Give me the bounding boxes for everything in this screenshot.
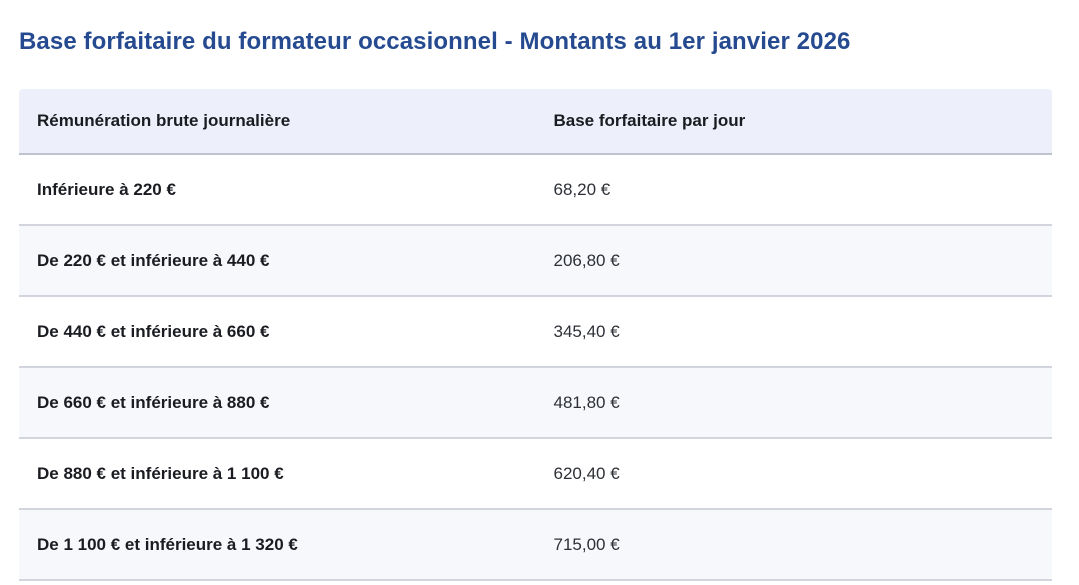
bracket-cell: De 220 € et inférieure à 440 € bbox=[19, 225, 536, 297]
table-row: De 220 € et inférieure à 440 €206,80 € bbox=[19, 225, 1052, 297]
base-amount-cell: 481,80 € bbox=[535, 367, 1052, 439]
table-header: Rémunération brute journalière Base forf… bbox=[19, 89, 1052, 155]
bracket-cell: De 1 100 € et inférieure à 1 320 € bbox=[19, 509, 536, 581]
table-row: De 1 100 € et inférieure à 1 320 €715,00… bbox=[19, 509, 1052, 581]
bracket-cell: Inférieure à 220 € bbox=[19, 154, 536, 226]
bracket-cell: De 660 € et inférieure à 880 € bbox=[19, 367, 536, 439]
rates-table: Rémunération brute journalière Base forf… bbox=[19, 89, 1052, 581]
base-amount-cell: 345,40 € bbox=[535, 296, 1052, 368]
header-row: Rémunération brute journalière Base forf… bbox=[19, 89, 1052, 155]
table-body: Inférieure à 220 €68,20 € De 220 € et inf… bbox=[19, 154, 1052, 581]
table-row: Inférieure à 220 €68,20 € bbox=[19, 154, 1052, 226]
base-amount-cell: 68,20 € bbox=[535, 154, 1052, 226]
table-row: De 660 € et inférieure à 880 €481,80 € bbox=[19, 367, 1052, 439]
base-amount-cell: 206,80 € bbox=[535, 225, 1052, 297]
table-row: De 880 € et inférieure à 1 100 €620,40 € bbox=[19, 438, 1052, 510]
base-amount-cell: 715,00 € bbox=[535, 509, 1052, 581]
base-amount-cell: 620,40 € bbox=[535, 438, 1052, 510]
table-row: De 440 € et inférieure à 660 €345,40 € bbox=[19, 296, 1052, 368]
column-header-remuneration: Rémunération brute journalière bbox=[19, 89, 536, 155]
bracket-cell: De 880 € et inférieure à 1 100 € bbox=[19, 438, 536, 510]
bracket-cell: De 440 € et inférieure à 660 € bbox=[19, 296, 536, 368]
column-header-base: Base forfaitaire par jour bbox=[535, 89, 1052, 155]
page-title: Base forfaitaire du formateur occasionne… bbox=[19, 28, 851, 55]
